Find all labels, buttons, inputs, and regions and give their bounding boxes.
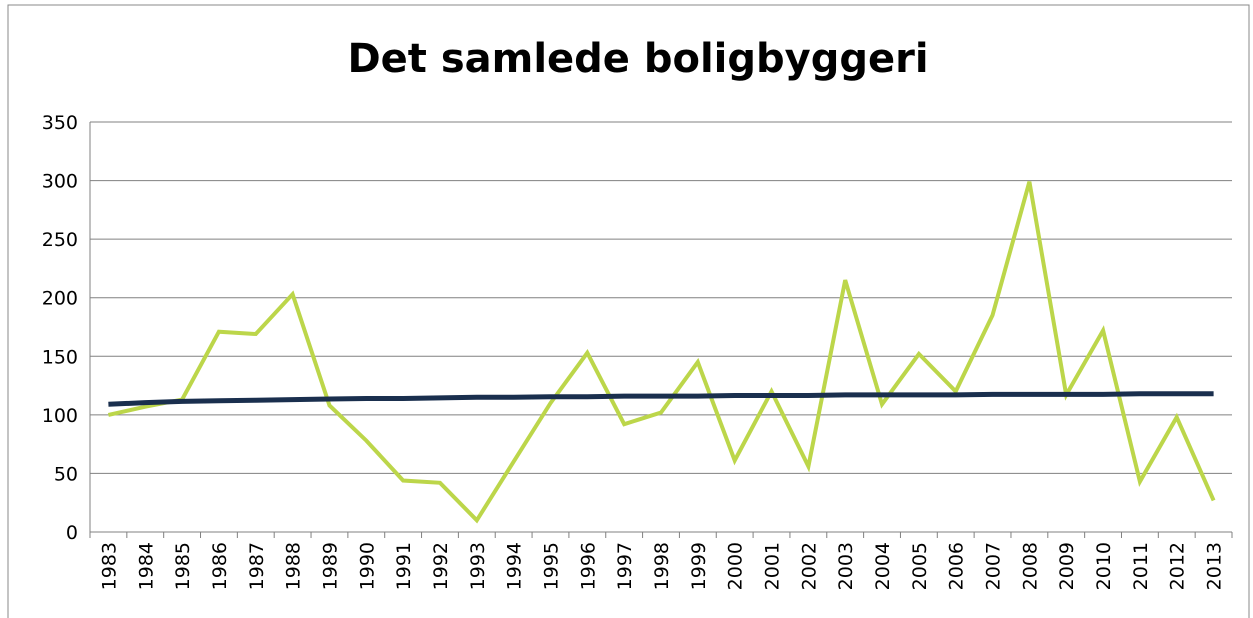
x-tick-label: 2006 xyxy=(946,542,968,590)
x-tick-label: 1991 xyxy=(393,542,415,590)
y-tick-label: 200 xyxy=(42,288,78,310)
x-tick-label: 1984 xyxy=(135,542,157,590)
x-tick-label: 2002 xyxy=(798,542,820,590)
y-tick-label: 250 xyxy=(42,229,78,251)
x-tick-label: 2013 xyxy=(1204,542,1226,590)
x-tick-label: 1997 xyxy=(614,542,636,590)
x-tick-label: 1986 xyxy=(209,542,231,590)
y-tick-label: 100 xyxy=(42,405,78,427)
x-tick-label: 2010 xyxy=(1093,542,1115,590)
x-tick-label: 2012 xyxy=(1167,542,1189,590)
chart-title: Det samlede boligbyggeri xyxy=(347,36,928,82)
x-tick-label: 2009 xyxy=(1056,542,1078,590)
y-tick-label: 350 xyxy=(42,112,78,134)
y-tick-label: 300 xyxy=(42,171,78,193)
x-tick-label: 1994 xyxy=(504,542,526,590)
x-tick-label: 1983 xyxy=(98,542,120,590)
x-tick-label: 2004 xyxy=(872,542,894,590)
x-tick-label: 1996 xyxy=(577,542,599,590)
x-tick-label: 2001 xyxy=(762,542,784,590)
x-tick-label: 1988 xyxy=(283,542,305,590)
x-tick-label: 1990 xyxy=(356,542,378,590)
x-tick-label: 1989 xyxy=(319,542,341,590)
x-tick-label: 1985 xyxy=(172,542,194,590)
x-tick-label: 2011 xyxy=(1130,542,1152,590)
series-line xyxy=(108,391,1214,407)
y-tick-label: 50 xyxy=(54,463,78,485)
x-tick-label: 2007 xyxy=(983,542,1005,590)
x-tick-label: 1995 xyxy=(540,542,562,590)
x-tick-label: 2008 xyxy=(1019,542,1041,590)
series-line xyxy=(107,181,1216,524)
x-tick-label: 1999 xyxy=(688,542,710,590)
x-tick-label: 2005 xyxy=(909,542,931,590)
x-tick-label: 1987 xyxy=(246,542,268,590)
chart-frame xyxy=(7,4,1250,618)
x-tick-label: 1993 xyxy=(467,542,489,590)
x-tick-label: 1998 xyxy=(651,542,673,590)
x-tick-label: 2003 xyxy=(835,542,857,590)
x-tick-label: 2000 xyxy=(725,542,747,590)
y-tick-label: 150 xyxy=(42,346,78,368)
x-tick-label: 1992 xyxy=(430,542,452,590)
y-tick-label: 0 xyxy=(66,522,78,544)
